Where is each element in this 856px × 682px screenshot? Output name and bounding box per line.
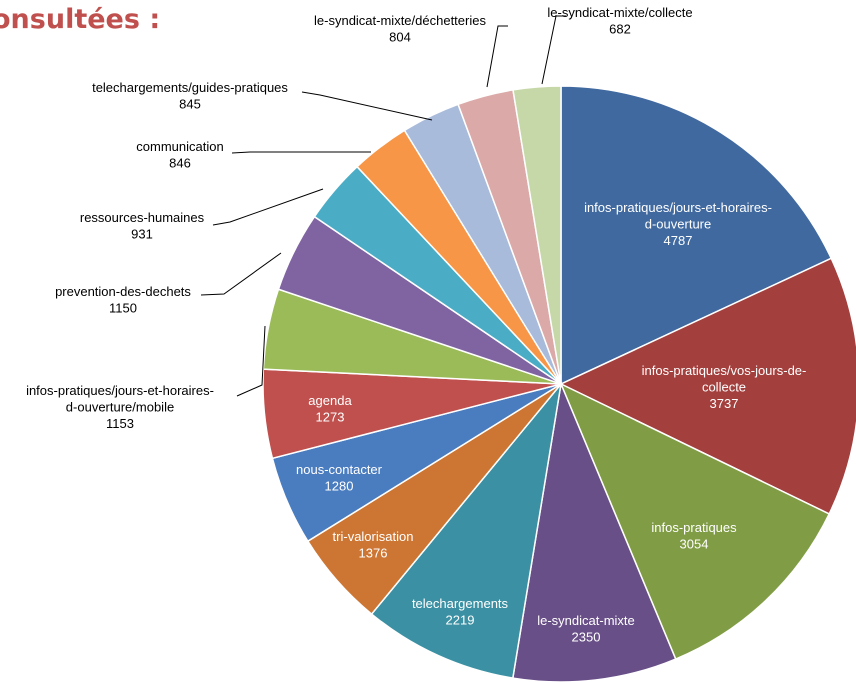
leader-line-14: [486, 25, 508, 88]
slice-name-11: ressources-humaines: [80, 210, 205, 225]
chart-title: onsultées :: [0, 4, 161, 35]
slice-name-4: le-syndicat-mixte: [537, 613, 635, 628]
slice-name-5: telechargements: [412, 596, 509, 611]
slice-label-3: infos-pratiques 3054: [651, 520, 737, 552]
slice-name-10: prevention-des-dechets: [55, 284, 191, 299]
slice-label-6: tri-valorisation 1376: [333, 529, 414, 561]
slice-value-10: 1150: [109, 301, 137, 316]
slice-value-9: 1153: [106, 416, 134, 431]
leader-line-11: [212, 188, 324, 226]
slice-label-5: telechargements 2219: [412, 596, 509, 628]
slice-label-2: infos-pratiques/vos-jours-de-collecte 373…: [642, 363, 807, 411]
slice-value-3: 3054: [680, 537, 709, 552]
slice-value-1: 4787: [664, 233, 693, 248]
slice-value-8: 1273: [316, 410, 345, 425]
slice-label-14: le-syndicat-mixte/déchetteries 804: [314, 13, 486, 45]
slice-name-9: d-ouverture/mobile: [66, 400, 174, 415]
slice-name-1: d-ouverture: [645, 217, 711, 232]
slice-name-7: nous-contacter: [296, 462, 383, 477]
leader-line-12: [231, 151, 371, 154]
slice-name-13: telechargements/guides-pratiques: [92, 80, 288, 95]
slice-label-1: infos-pratiques/jours-et-horaires-d-ouve…: [584, 200, 772, 248]
slice-labels: infos-pratiques/jours-et-horaires-d-ouve…: [26, 5, 806, 645]
slice-name-9: infos-pratiques/jours-et-horaires-: [26, 383, 214, 398]
pie-slices: [262, 85, 856, 682]
slice-label-7: nous-contacter 1280: [296, 462, 383, 494]
slice-label-15: le-syndicat-mixte/collecte 682: [547, 5, 692, 37]
pie-slice-5: [370, 381, 563, 679]
pie-slice-2: [559, 257, 856, 515]
slice-value-7: 1280: [325, 479, 354, 494]
slice-name-1: infos-pratiques/jours-et-horaires-: [584, 200, 772, 215]
slice-label-13: telechargements/guides-pratiques 845: [92, 80, 288, 112]
slice-name-15: le-syndicat-mixte/collecte: [547, 5, 692, 20]
slice-value-4: 2350: [572, 630, 601, 645]
slice-label-4: le-syndicat-mixte 2350: [537, 613, 635, 645]
slice-name-6: tri-valorisation: [333, 529, 414, 544]
slice-value-13: 845: [179, 97, 201, 112]
slice-value-12: 846: [169, 156, 191, 171]
slice-value-11: 931: [131, 227, 153, 242]
slice-value-15: 682: [609, 22, 631, 37]
slice-value-2: 3737: [710, 396, 739, 411]
slice-name-2: infos-pratiques/vos-jours-de-: [642, 363, 807, 378]
slice-name-12: communication: [136, 139, 223, 154]
slice-label-12: communication 846: [136, 139, 223, 171]
slice-name-3: infos-pratiques: [651, 520, 737, 535]
pie-slice-4: [511, 381, 677, 682]
pie-slice-3: [559, 382, 831, 661]
slice-label-11: ressources-humaines 931: [80, 210, 205, 242]
leader-lines: [200, 15, 566, 397]
leader-line-9: [236, 325, 266, 397]
leader-line-13: [301, 91, 433, 121]
slice-label-8: agenda 1273: [308, 393, 352, 425]
pie-slice-1: [560, 85, 833, 386]
slice-value-5: 2219: [446, 613, 475, 628]
slice-value-14: 804: [389, 30, 411, 45]
slice-label-10: prevention-des-dechets 1150: [55, 284, 191, 316]
leader-line-10: [200, 252, 282, 296]
slice-name-8: agenda: [308, 393, 352, 408]
slice-value-6: 1376: [359, 546, 388, 561]
slice-name-14: le-syndicat-mixte/déchetteries: [314, 13, 486, 28]
slice-name-2: collecte: [702, 380, 746, 395]
pie-slice-15: [512, 85, 562, 385]
slice-label-9: infos-pratiques/jours-et-horaires-d-ouve…: [26, 383, 214, 431]
leader-line-15: [541, 15, 566, 85]
